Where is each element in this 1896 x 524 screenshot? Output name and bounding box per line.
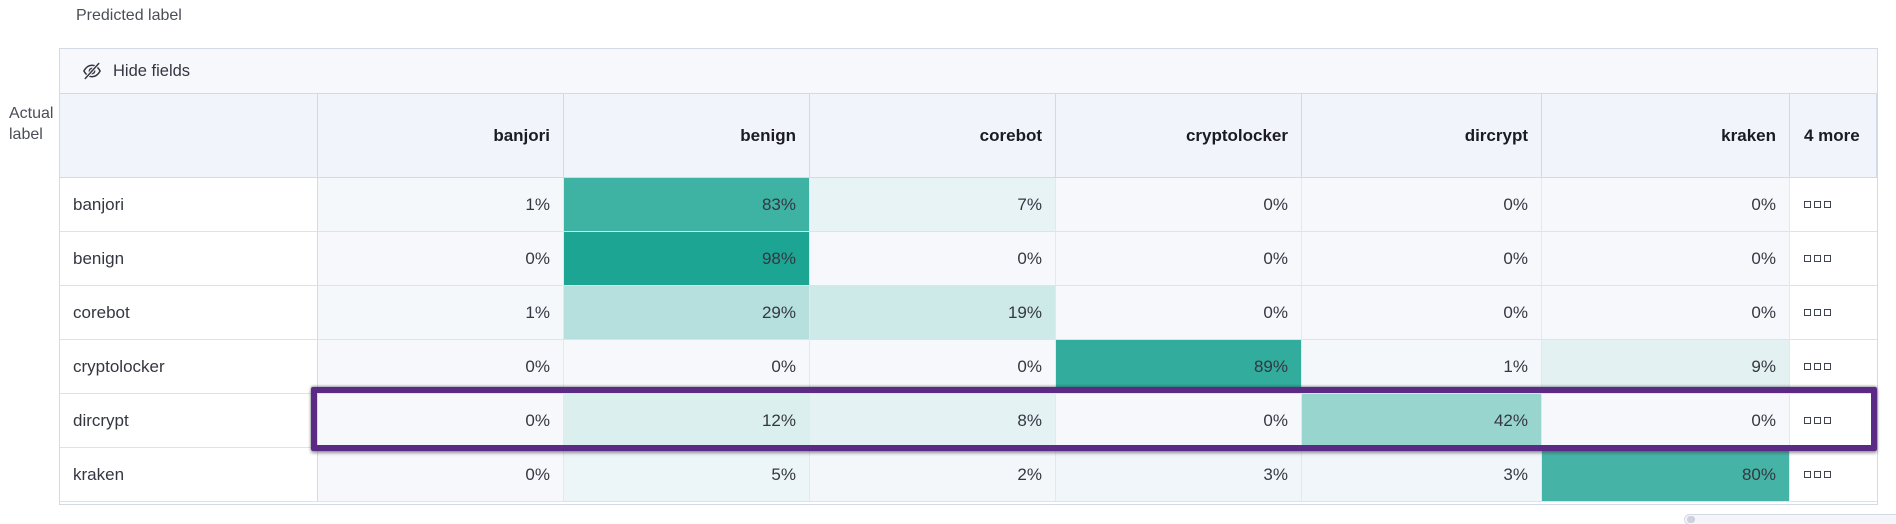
actual-label-line1: Actual bbox=[9, 105, 54, 122]
matrix-table: banjori benign corebot cryptolocker dircrypt… bbox=[60, 94, 1877, 502]
cell-dircrypt-corebot[interactable]: 8% bbox=[810, 394, 1056, 448]
column-header-banjori[interactable]: banjori bbox=[318, 94, 564, 178]
row-actions-benign[interactable] bbox=[1790, 232, 1877, 286]
column-header-benign[interactable]: benign bbox=[564, 94, 810, 178]
cell-dircrypt-benign[interactable]: 12% bbox=[564, 394, 810, 448]
more-columns-header[interactable]: 4 more bbox=[1790, 94, 1877, 178]
column-header-corebot[interactable]: corebot bbox=[810, 94, 1056, 178]
cell-cryptolocker-benign[interactable]: 0% bbox=[564, 340, 810, 394]
row-label-banjori[interactable]: banjori bbox=[60, 178, 318, 232]
scrollbar-thumb[interactable] bbox=[1687, 516, 1695, 523]
row-actions-corebot[interactable] bbox=[1790, 286, 1877, 340]
row-label-corebot[interactable]: corebot bbox=[60, 286, 318, 340]
row-label-dircrypt[interactable]: dircrypt bbox=[60, 394, 318, 448]
horizontal-scrollbar[interactable] bbox=[1684, 514, 1896, 524]
cell-banjori-banjori[interactable]: 1% bbox=[318, 178, 564, 232]
boxes-horizontal-icon bbox=[1804, 255, 1831, 262]
hide-fields-label: Hide fields bbox=[113, 61, 191, 80]
cell-cryptolocker-cryptolocker[interactable]: 89% bbox=[1056, 340, 1302, 394]
cell-dircrypt-cryptolocker[interactable]: 0% bbox=[1056, 394, 1302, 448]
cell-benign-dircrypt[interactable]: 0% bbox=[1302, 232, 1542, 286]
cell-corebot-benign[interactable]: 29% bbox=[564, 286, 810, 340]
eye-closed-icon bbox=[82, 61, 102, 81]
row-actions-banjori[interactable] bbox=[1790, 178, 1877, 232]
column-header-dircrypt[interactable]: dircrypt bbox=[1302, 94, 1542, 178]
data-grid-toolbar: Hide fields bbox=[60, 49, 1877, 94]
cell-corebot-corebot[interactable]: 19% bbox=[810, 286, 1056, 340]
cell-kraken-banjori[interactable]: 0% bbox=[318, 448, 564, 502]
boxes-horizontal-icon bbox=[1804, 201, 1831, 208]
row-label-kraken[interactable]: kraken bbox=[60, 448, 318, 502]
cell-banjori-benign[interactable]: 83% bbox=[564, 178, 810, 232]
cell-kraken-corebot[interactable]: 2% bbox=[810, 448, 1056, 502]
column-header-kraken[interactable]: kraken bbox=[1542, 94, 1790, 178]
row-label-benign[interactable]: benign bbox=[60, 232, 318, 286]
actual-label-line2: label bbox=[9, 126, 43, 143]
cell-benign-kraken[interactable]: 0% bbox=[1542, 232, 1790, 286]
confusion-matrix-grid: Hide fields banjori benign corebot cryptolo… bbox=[59, 48, 1878, 505]
cell-corebot-dircrypt[interactable]: 0% bbox=[1302, 286, 1542, 340]
hide-fields-button[interactable]: Hide fields bbox=[82, 61, 190, 81]
cell-dircrypt-kraken[interactable]: 0% bbox=[1542, 394, 1790, 448]
row-label-cryptolocker[interactable]: cryptolocker bbox=[60, 340, 318, 394]
cell-benign-corebot[interactable]: 0% bbox=[810, 232, 1056, 286]
cell-cryptolocker-kraken[interactable]: 9% bbox=[1542, 340, 1790, 394]
cell-kraken-benign[interactable]: 5% bbox=[564, 448, 810, 502]
cell-benign-cryptolocker[interactable]: 0% bbox=[1056, 232, 1302, 286]
cell-banjori-dircrypt[interactable]: 0% bbox=[1302, 178, 1542, 232]
predicted-label-axis-title: Predicted label bbox=[76, 7, 182, 24]
boxes-horizontal-icon bbox=[1804, 417, 1831, 424]
row-actions-dircrypt[interactable] bbox=[1790, 394, 1877, 448]
cell-cryptolocker-dircrypt[interactable]: 1% bbox=[1302, 340, 1542, 394]
cell-banjori-kraken[interactable]: 0% bbox=[1542, 178, 1790, 232]
row-actions-kraken[interactable] bbox=[1790, 448, 1877, 502]
cell-dircrypt-banjori[interactable]: 0% bbox=[318, 394, 564, 448]
cell-corebot-banjori[interactable]: 1% bbox=[318, 286, 564, 340]
cell-cryptolocker-corebot[interactable]: 0% bbox=[810, 340, 1056, 394]
cell-kraken-cryptolocker[interactable]: 3% bbox=[1056, 448, 1302, 502]
row-actions-cryptolocker[interactable] bbox=[1790, 340, 1877, 394]
column-header-cryptolocker[interactable]: cryptolocker bbox=[1056, 94, 1302, 178]
cell-benign-banjori[interactable]: 0% bbox=[318, 232, 564, 286]
cell-kraken-kraken[interactable]: 80% bbox=[1542, 448, 1790, 502]
cell-corebot-cryptolocker[interactable]: 0% bbox=[1056, 286, 1302, 340]
header-corner-cell bbox=[60, 94, 318, 178]
boxes-horizontal-icon bbox=[1804, 471, 1831, 478]
cell-banjori-corebot[interactable]: 7% bbox=[810, 178, 1056, 232]
cell-cryptolocker-banjori[interactable]: 0% bbox=[318, 340, 564, 394]
boxes-horizontal-icon bbox=[1804, 309, 1831, 316]
cell-dircrypt-dircrypt[interactable]: 42% bbox=[1302, 394, 1542, 448]
cell-benign-benign[interactable]: 98% bbox=[564, 232, 810, 286]
cell-corebot-kraken[interactable]: 0% bbox=[1542, 286, 1790, 340]
cell-kraken-dircrypt[interactable]: 3% bbox=[1302, 448, 1542, 502]
cell-banjori-cryptolocker[interactable]: 0% bbox=[1056, 178, 1302, 232]
boxes-horizontal-icon bbox=[1804, 363, 1831, 370]
actual-label-axis-title: Actual label bbox=[9, 103, 53, 145]
